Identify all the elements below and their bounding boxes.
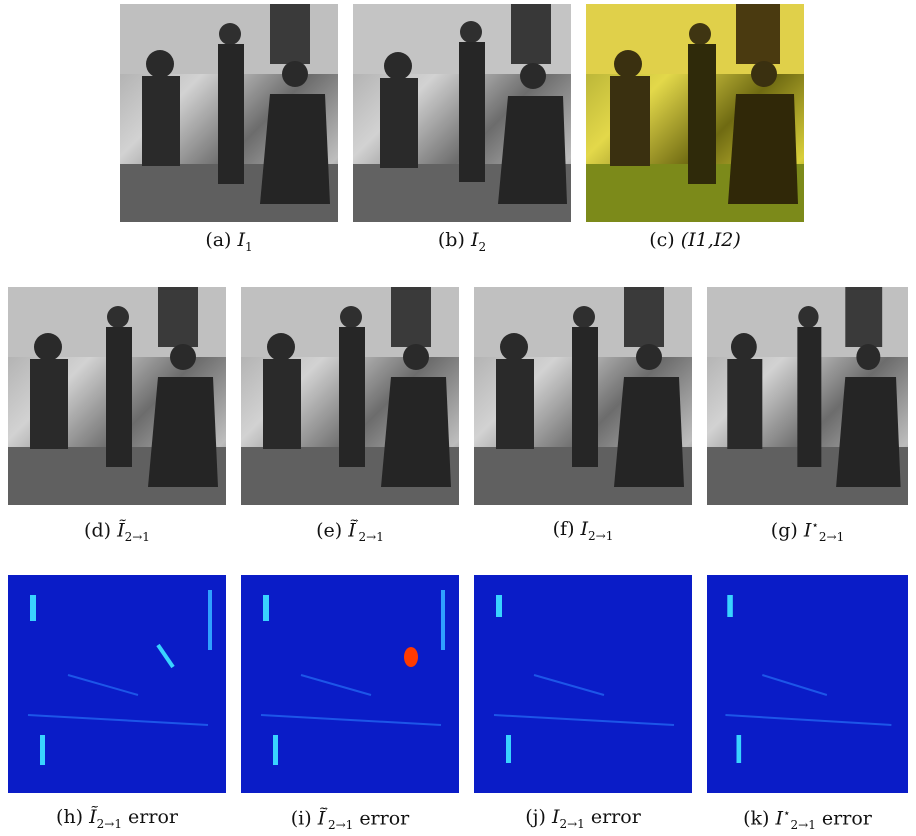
- photo-scene-i1: [120, 4, 338, 222]
- error-map-star: [707, 575, 908, 793]
- caption-e: (e) Ĩ′2→1: [316, 518, 384, 545]
- image-i1: [120, 4, 338, 222]
- heatmap-k: [725, 595, 892, 763]
- image-i1-i2-overlay: [586, 4, 804, 222]
- caption-g: (g) I⋆2→1: [770, 518, 845, 545]
- photo-scene-g: [707, 287, 908, 505]
- overlay-scene: [586, 4, 804, 222]
- photo-scene-d: [8, 287, 226, 505]
- caption-j: (j) I2→1 error: [525, 806, 641, 831]
- caption-c: (c) (I1,I2): [649, 229, 741, 251]
- caption-k: (k) I⋆2→1 error: [743, 806, 872, 833]
- caption-h: (h) Ĩ2→1 error: [56, 806, 178, 831]
- error-map-tilde-prime: [241, 575, 459, 793]
- caption-d: (d) Ĩ2→1: [84, 519, 150, 545]
- caption-f: (f) I2→1: [552, 518, 614, 543]
- error-map-tilde: [8, 575, 226, 793]
- image-warped: [474, 287, 692, 505]
- image-warped-tilde-prime: [241, 287, 459, 505]
- heatmap-i: [260, 590, 445, 765]
- caption-i: (i) Ĩ′2→1 error: [290, 806, 410, 833]
- heatmap-j: [493, 595, 675, 763]
- caption-b: (b) I2: [437, 229, 487, 254]
- heatmap-h: [27, 590, 212, 765]
- photo-scene-e: [241, 287, 459, 505]
- photo-scene-f: [474, 287, 692, 505]
- image-warped-tilde: [8, 287, 226, 505]
- photo-scene-i2: [353, 4, 571, 222]
- image-warped-star: [707, 287, 908, 505]
- caption-a: (a) I1: [205, 229, 253, 254]
- error-map: [474, 575, 692, 793]
- image-i2: [353, 4, 571, 222]
